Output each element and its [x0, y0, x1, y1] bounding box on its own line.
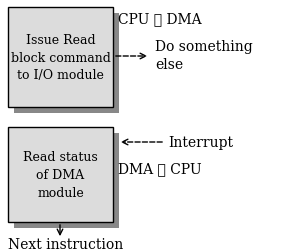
Text: Next instruction: Next instruction — [8, 237, 123, 251]
Text: Read status
of DMA
module: Read status of DMA module — [23, 150, 98, 199]
Bar — [8, 128, 113, 222]
Text: Interrupt: Interrupt — [168, 136, 233, 149]
Bar — [14, 134, 119, 228]
Text: DMA ∅ CPU: DMA ∅ CPU — [118, 161, 202, 175]
Text: Do something: Do something — [155, 40, 253, 54]
Text: CPU ∅ DMA: CPU ∅ DMA — [118, 12, 202, 26]
Bar — [8, 8, 113, 108]
Text: else: else — [155, 58, 183, 72]
Bar — [14, 14, 119, 114]
Text: Issue Read
block command
to I/O module: Issue Read block command to I/O module — [11, 33, 110, 82]
